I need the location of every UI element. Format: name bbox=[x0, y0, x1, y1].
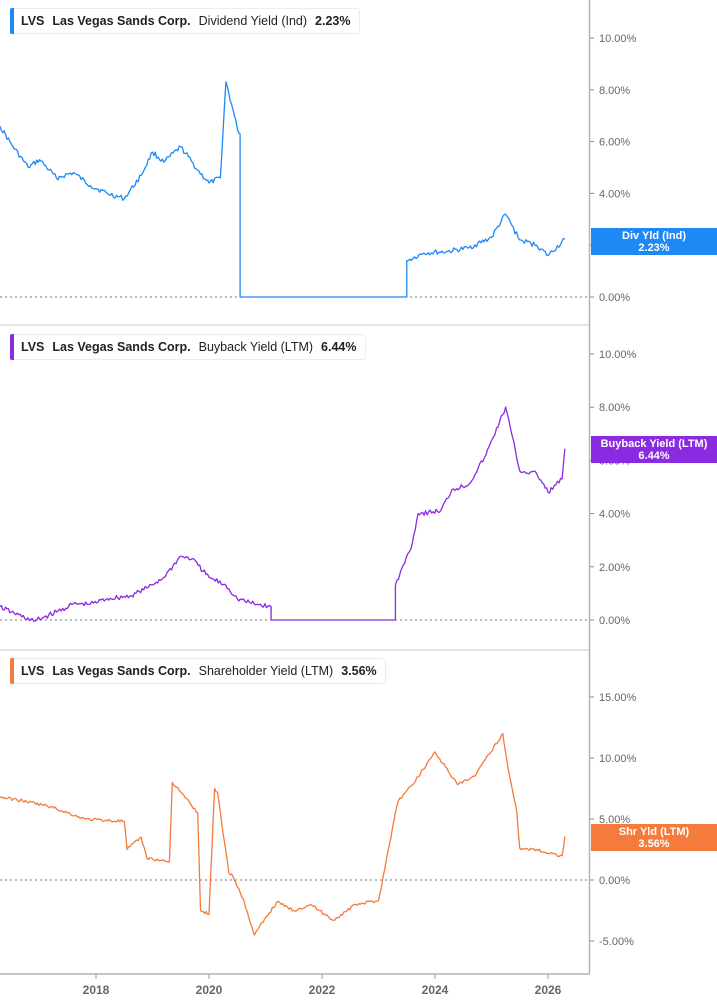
y-axis-ticks: 10.00% 8.00% 6.00% 4.00% 2.00% 0.00% 10.00% 8.0… bbox=[590, 33, 637, 948]
metric-label: Shareholder Yield (LTM) bbox=[198, 664, 334, 678]
svg-text:4.00%: 4.00% bbox=[599, 188, 630, 200]
svg-text:2020: 2020 bbox=[196, 983, 223, 997]
svg-text:15.00%: 15.00% bbox=[599, 692, 637, 704]
tag-label: Buyback Yield (LTM) bbox=[600, 438, 708, 450]
legend-buyback-yield: LVS Las Vegas Sands Corp. Buyback Yield … bbox=[10, 334, 366, 360]
tag-value: 3.56% bbox=[638, 838, 670, 850]
legend-swatch bbox=[10, 8, 14, 34]
ticker-label: LVS bbox=[21, 664, 45, 678]
metric-label: Buyback Yield (LTM) bbox=[198, 340, 314, 354]
ticker-label: LVS bbox=[21, 14, 45, 28]
buyback-yield-value-tag: Buyback Yield (LTM) 6.44% bbox=[591, 436, 717, 463]
shareholder-yield-value-tag: Shr Yld (LTM) 3.56% bbox=[591, 824, 717, 851]
svg-text:10.00%: 10.00% bbox=[599, 753, 637, 765]
svg-text:0.00%: 0.00% bbox=[599, 615, 630, 627]
tag-value: 2.23% bbox=[638, 242, 670, 254]
svg-text:0.00%: 0.00% bbox=[599, 292, 630, 304]
dividend-yield-line bbox=[0, 81, 566, 298]
svg-text:10.00%: 10.00% bbox=[599, 33, 637, 45]
tag-value: 6.44% bbox=[638, 450, 670, 462]
legend-swatch bbox=[10, 334, 14, 360]
shareholder-yield-line bbox=[0, 732, 566, 936]
svg-text:8.00%: 8.00% bbox=[599, 402, 630, 414]
metric-value: 6.44% bbox=[321, 340, 357, 354]
metric-label: Dividend Yield (Ind) bbox=[198, 14, 308, 28]
svg-text:5.00%: 5.00% bbox=[599, 814, 630, 826]
svg-text:2018: 2018 bbox=[83, 983, 110, 997]
company-label: Las Vegas Sands Corp. bbox=[52, 664, 191, 678]
svg-text:0.00%: 0.00% bbox=[599, 875, 630, 887]
tag-label: Shr Yld (LTM) bbox=[618, 826, 690, 838]
tag-label: Div Yld (Ind) bbox=[622, 230, 686, 242]
company-label: Las Vegas Sands Corp. bbox=[52, 14, 191, 28]
buyback-yield-line bbox=[0, 406, 566, 622]
metric-value: 2.23% bbox=[315, 14, 351, 28]
legend-dividend-yield: LVS Las Vegas Sands Corp. Dividend Yield… bbox=[10, 8, 360, 34]
svg-text:6.00%: 6.00% bbox=[599, 137, 630, 149]
svg-text:2024: 2024 bbox=[422, 983, 449, 997]
legend-swatch bbox=[10, 658, 14, 684]
svg-text:2.00%: 2.00% bbox=[599, 562, 630, 574]
svg-text:2026: 2026 bbox=[535, 983, 562, 997]
svg-text:2022: 2022 bbox=[309, 983, 336, 997]
legend-shareholder-yield: LVS Las Vegas Sands Corp. Shareholder Yi… bbox=[10, 658, 386, 684]
metric-value: 3.56% bbox=[341, 664, 377, 678]
svg-text:-5.00%: -5.00% bbox=[599, 936, 634, 948]
x-axis-ticks: 2018 2020 2022 2024 2026 bbox=[83, 974, 562, 997]
company-label: Las Vegas Sands Corp. bbox=[52, 340, 191, 354]
svg-text:8.00%: 8.00% bbox=[599, 85, 630, 97]
svg-text:10.00%: 10.00% bbox=[599, 349, 637, 361]
svg-text:4.00%: 4.00% bbox=[599, 509, 630, 521]
ticker-label: LVS bbox=[21, 340, 45, 354]
dividend-yield-value-tag: Div Yld (Ind) 2.23% bbox=[591, 228, 717, 255]
